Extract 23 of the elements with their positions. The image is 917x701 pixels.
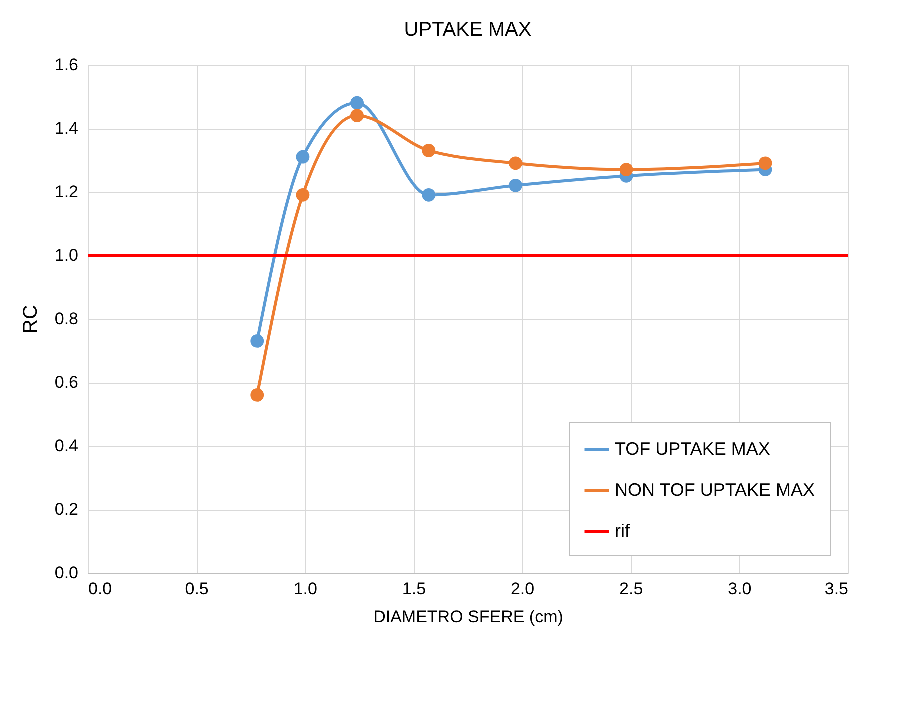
y-tick-label: 0.4 [54,436,78,456]
chart-title: UPTAKE MAX [404,19,532,41]
x-tick-label: 1.5 [402,580,426,598]
y-tick-label: 0.6 [54,373,78,392]
x-tick-label: 3.0 [728,580,752,598]
legend-label: rif [615,521,631,541]
legend-label: NON TOF UPTAKE MAX [615,480,816,500]
y-axis-title: RC [20,305,42,334]
legend-label: TOF UPTAKE MAX [615,439,770,459]
y-tick-label: 1.4 [54,119,78,138]
x-tick-label: 0.5 [185,580,209,598]
y-tick-label: 0.2 [54,500,78,519]
y-tick-label: 1.2 [54,182,78,202]
x-tick-label: 2.5 [620,580,644,598]
x-tick-label: 2.0 [510,580,535,598]
x-tick-label: 1.0 [294,580,318,598]
x-tick-label: 0.0 [88,580,112,598]
y-tick-label: 1.0 [54,246,78,265]
x-tick-label: 3.5 [824,580,848,598]
x-axis-title: DIAMETRO SFERE (cm) [374,608,564,626]
y-tick-label: 0.0 [54,564,78,582]
y-tick-label: 1.6 [54,56,78,74]
y-tick-label: 0.8 [54,310,78,328]
